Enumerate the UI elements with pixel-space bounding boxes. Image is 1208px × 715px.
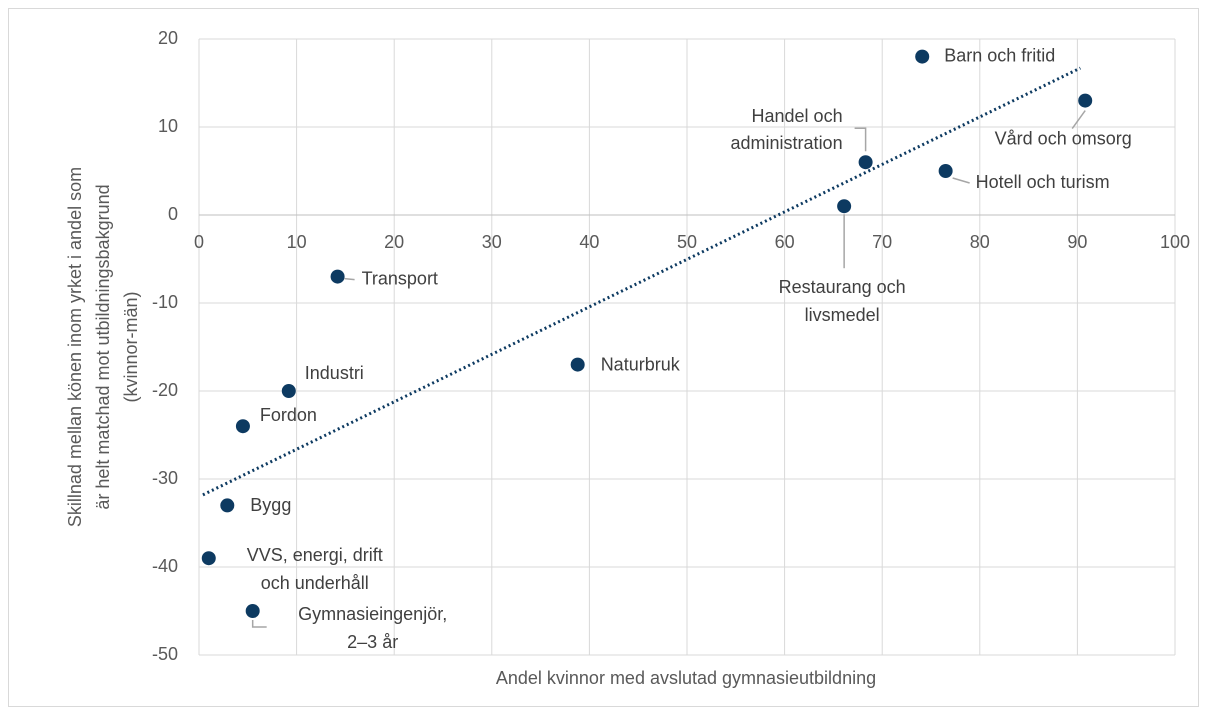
point-label: Naturbruk	[601, 354, 681, 374]
point-label: Bygg	[250, 495, 291, 515]
data-point	[1078, 93, 1093, 108]
point-label: livsmedel	[805, 305, 880, 325]
leader-line	[251, 620, 267, 628]
leader-line	[344, 277, 355, 281]
leader-line	[952, 177, 970, 184]
chart-border	[8, 8, 1199, 707]
x-tick-label: 90	[1067, 232, 1087, 252]
data-point	[837, 199, 852, 214]
point-label: Restaurang och	[779, 277, 906, 297]
data-point	[245, 604, 260, 618]
data-point	[938, 164, 953, 178]
data-point	[235, 419, 250, 434]
x-tick-label: 40	[579, 232, 599, 252]
point-label: Vård och omsorg	[995, 128, 1132, 148]
data-point	[281, 384, 296, 398]
x-tick-label: 50	[677, 232, 697, 252]
y-tick-label: -20	[152, 380, 178, 400]
point-label: 2–3 år	[347, 632, 398, 652]
data-point	[915, 49, 930, 64]
y-tick-label: -30	[152, 468, 178, 488]
data-point	[330, 269, 345, 284]
x-tick-label: 30	[482, 232, 502, 252]
point-label: Gymnasieingenjör,	[298, 604, 447, 624]
data-point	[858, 155, 873, 170]
point-label: administration	[731, 133, 843, 153]
y-tick-label: -10	[152, 292, 178, 312]
data-point	[201, 551, 216, 566]
x-tick-label: 20	[384, 232, 404, 252]
point-label: VVS, energi, drift	[247, 545, 383, 565]
point-label: Handel och	[752, 106, 843, 126]
point-label: Fordon	[260, 405, 317, 425]
y-tick-label: 0	[168, 204, 178, 224]
x-tick-label: 0	[194, 232, 204, 252]
x-tick-label: 10	[287, 232, 307, 252]
y-axis-title-line: är helt matchad mot utbildningsbakgrund	[93, 184, 113, 509]
y-tick-label: 10	[158, 116, 178, 136]
point-label: Hotell och turism	[976, 172, 1110, 192]
y-tick-label: -50	[152, 644, 178, 664]
y-axis-title: Skillnad mellan könen inom yrket i andel…	[65, 167, 141, 527]
y-tick-label: 20	[158, 28, 178, 48]
point-label: Transport	[362, 268, 438, 288]
data-point	[570, 357, 585, 372]
y-axis-title-line: (kvinnor-män)	[121, 291, 141, 402]
leader-line	[854, 127, 867, 152]
x-tick-label: 80	[970, 232, 990, 252]
data-point	[220, 498, 235, 513]
point-label: Barn och fritid	[944, 45, 1055, 65]
x-tick-label: 60	[775, 232, 795, 252]
y-axis-title-line: Skillnad mellan könen inom yrket i andel…	[65, 167, 85, 527]
leader-line	[1071, 110, 1086, 130]
x-tick-label: 100	[1160, 232, 1190, 252]
x-tick-label: 70	[872, 232, 892, 252]
point-label: Industri	[305, 363, 364, 383]
y-tick-label: -40	[152, 556, 178, 576]
x-axis-title: Andel kvinnor med avslutad gymnasieutbil…	[496, 668, 876, 688]
point-label: och underhåll	[261, 573, 369, 593]
